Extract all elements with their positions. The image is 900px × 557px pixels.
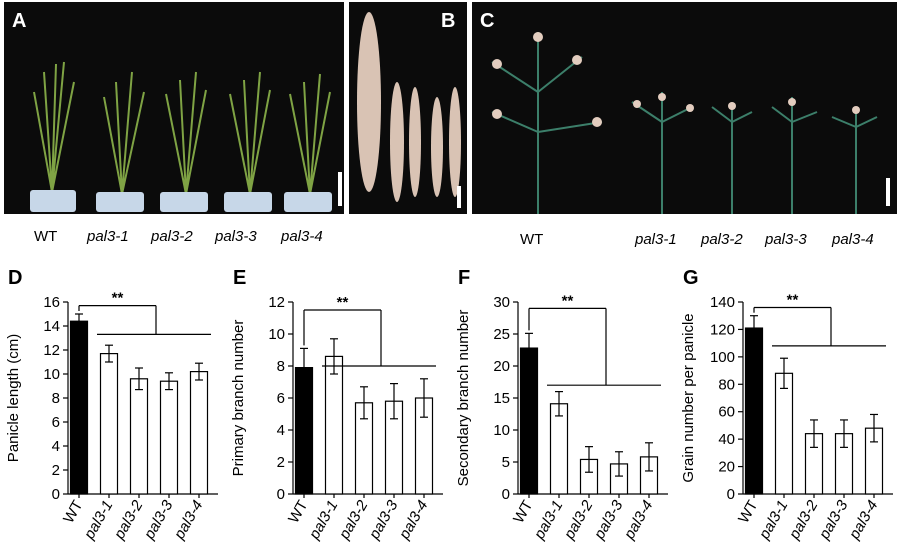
y-tick-label: 80 [718,376,735,393]
y-tick-label: 25 [493,326,510,343]
panicles-illustration-c [491,32,878,214]
x-tick-label: pal3-3 [590,497,626,543]
y-tick-label: 10 [268,326,285,343]
y-axis-label: Panicle length (cm) [5,334,22,462]
photo-c-label-pal3-1: pal3-1 [635,231,677,248]
photo-panel-c: C [472,2,897,214]
bar [519,347,539,495]
y-tick-label: 120 [710,321,735,338]
y-tick-label: 4 [52,438,60,455]
y-axis-label: Secondary branch number [455,310,472,487]
photo-panel-a: A [4,2,344,214]
panel-label-d: D [8,267,22,289]
panel-label-c: C [480,10,495,32]
y-tick-label: 8 [277,358,285,375]
photo-c-label-pal3-4: pal3-4 [832,231,874,248]
y-tick-label: 2 [277,454,285,471]
y-tick-label: 0 [502,486,510,503]
photo-a-label-pal3-4: pal3-4 [281,228,323,245]
significance-mark: ** [787,291,799,308]
y-axis-label: Primary branch number [230,320,247,477]
photo-panel-b: B [349,2,467,214]
panel-label-b: B [441,10,456,32]
x-tick-label: pal3-1 [755,498,791,543]
significance-mark: ** [112,290,124,307]
bar [324,355,344,495]
bar [129,378,149,495]
y-tick-label: 6 [52,414,60,431]
y-tick-label: 140 [710,294,735,311]
bar [744,327,764,495]
panel-label-f: F [458,267,470,289]
x-tick-label: pal3-4 [170,498,206,543]
photo-c-label-pal3-3: pal3-3 [765,231,807,248]
scale-bar-a [338,172,342,206]
x-tick-label: pal3-4 [620,498,656,543]
y-tick-label: 2 [52,462,60,479]
y-tick-label: 40 [718,431,735,448]
significance-mark: ** [337,294,349,311]
x-tick-label: pal3-3 [365,497,401,543]
photo-a-label-wt: WT [34,228,58,245]
bar [549,403,569,495]
photo-a-label-pal3-2: pal3-2 [151,228,193,245]
y-tick-label: 0 [277,486,285,503]
bar [189,370,209,495]
y-tick-label: 12 [43,342,60,359]
x-tick-label: pal3-2 [110,497,146,543]
scale-bar-b [457,186,461,208]
significance-mark: ** [562,292,574,309]
x-tick-label: pal3-1 [80,498,116,543]
photo-c-label-pal3-2: pal3-2 [701,231,743,248]
bar [159,380,179,495]
y-tick-label: 0 [52,486,60,503]
x-tick-label: pal3-2 [785,497,821,543]
x-tick-label: WT [510,498,536,527]
x-tick-label: pal3-4 [395,498,431,543]
x-tick-label: pal3-4 [845,498,881,543]
x-tick-label: pal3-1 [530,498,566,543]
y-axis-label: Grain number per panicle [680,313,697,482]
x-tick-label: pal3-2 [335,497,371,543]
y-tick-label: 15 [493,390,510,407]
bar-chart-grain-number: G Grain number per panicle 0 20 40 60 80 100 120… [680,267,893,543]
x-tick-label: WT [60,498,86,527]
y-tick-label: 10 [493,422,510,439]
x-tick-label: pal3-3 [140,497,176,543]
y-tick-label: 6 [277,390,285,407]
y-tick-label: 60 [718,404,735,421]
bar [69,320,89,495]
x-tick-label: WT [735,498,761,527]
bar [774,372,794,495]
photo-a-label-pal3-3: pal3-3 [215,228,257,245]
y-tick-label: 12 [268,294,285,311]
y-tick-label: 20 [493,358,510,375]
x-tick-label: WT [285,498,311,527]
x-tick-label: pal3-3 [815,497,851,543]
panel-label-e: E [233,267,246,289]
panel-label-a: A [12,10,27,32]
y-tick-label: 20 [718,459,735,476]
x-tick-label: pal3-2 [560,497,596,543]
photo-c-label-wt: WT [520,231,544,248]
plants-illustration [30,61,332,212]
y-tick-label: 5 [502,454,510,471]
scale-bar-c [886,178,890,206]
bar [99,352,119,495]
y-tick-label: 8 [52,390,60,407]
y-tick-label: 0 [727,486,735,503]
panel-label-g: G [683,267,699,289]
x-tick-label: pal3-1 [305,498,341,543]
panicles-illustration-b [357,12,461,202]
y-tick-label: 14 [43,318,60,335]
y-tick-label: 4 [277,422,285,439]
y-tick-label: 16 [43,294,60,311]
y-tick-label: 30 [493,294,510,311]
y-tick-label: 10 [43,366,60,383]
photo-a-label-pal3-1: pal3-1 [87,228,129,245]
y-tick-label: 100 [710,349,735,366]
